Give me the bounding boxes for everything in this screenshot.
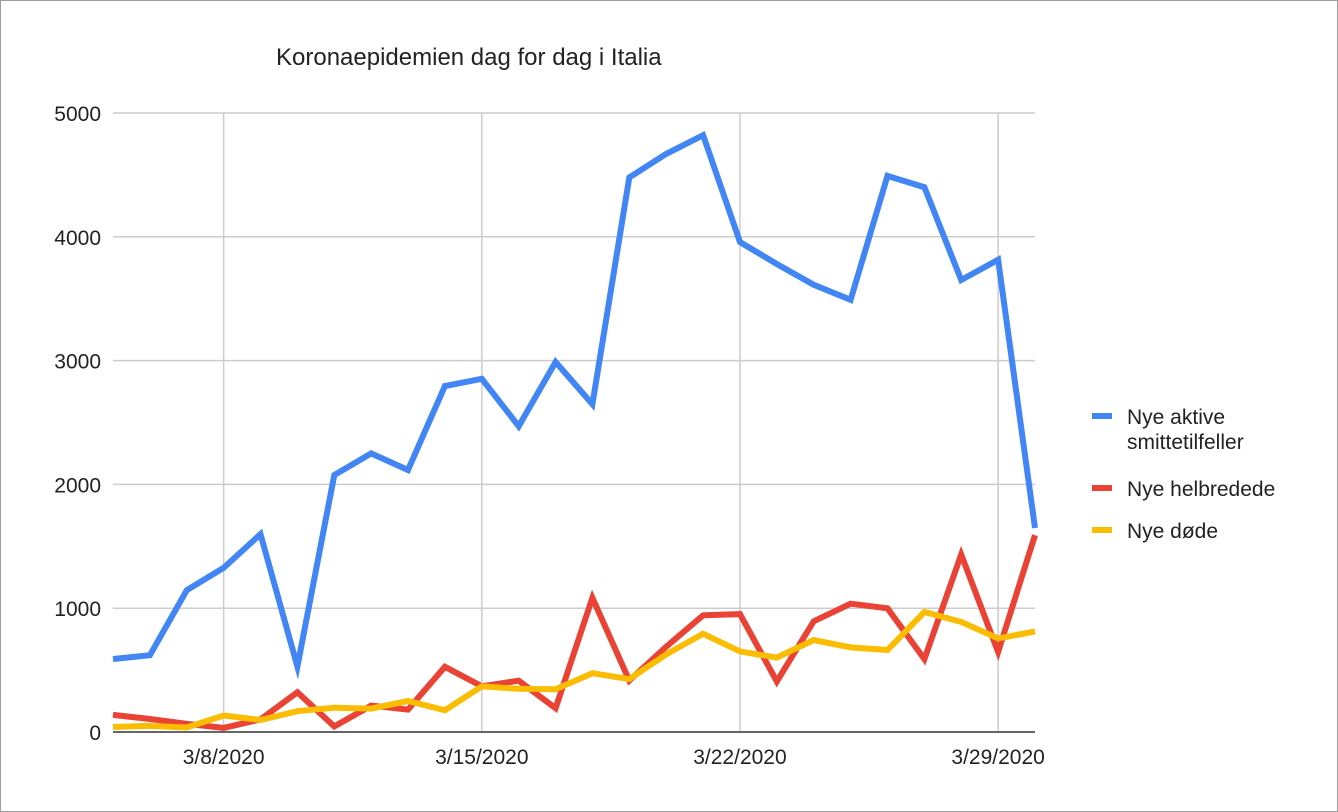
chart-title: Koronaepidemien dag for dag i Italia xyxy=(276,44,662,71)
y-tick-label: 1000 xyxy=(54,598,101,621)
x-tick-label: 3/8/2020 xyxy=(183,746,265,769)
y-tick-label: 2000 xyxy=(54,474,101,497)
y-tick-label: 4000 xyxy=(54,227,101,250)
y-tick-label: 0 xyxy=(89,722,101,745)
legend-label: smittetilfeller xyxy=(1127,431,1244,454)
x-tick-label: 3/22/2020 xyxy=(693,746,786,769)
y-tick-label: 3000 xyxy=(54,351,101,374)
legend-label: Nye helbredede xyxy=(1127,478,1275,501)
series-lines xyxy=(112,130,1038,731)
legend-label: Nye døde xyxy=(1127,520,1218,543)
x-tick-label: 3/29/2020 xyxy=(951,746,1044,769)
x-tick-label: 3/15/2020 xyxy=(435,746,528,769)
y-tick-label: 5000 xyxy=(54,103,101,126)
series-line-nye-d-de xyxy=(112,608,1036,731)
series-line-nye-helbredede xyxy=(112,534,1038,731)
legend-label: Nye aktive xyxy=(1127,406,1225,429)
axis-labels: 0 1000 2000 3000 4000 5000 3/8/2020 3/15/2020 3/… xyxy=(54,103,1045,769)
grid-lines xyxy=(113,112,1035,733)
series-line-nye-aktive-smittetilfeller xyxy=(112,130,1038,680)
